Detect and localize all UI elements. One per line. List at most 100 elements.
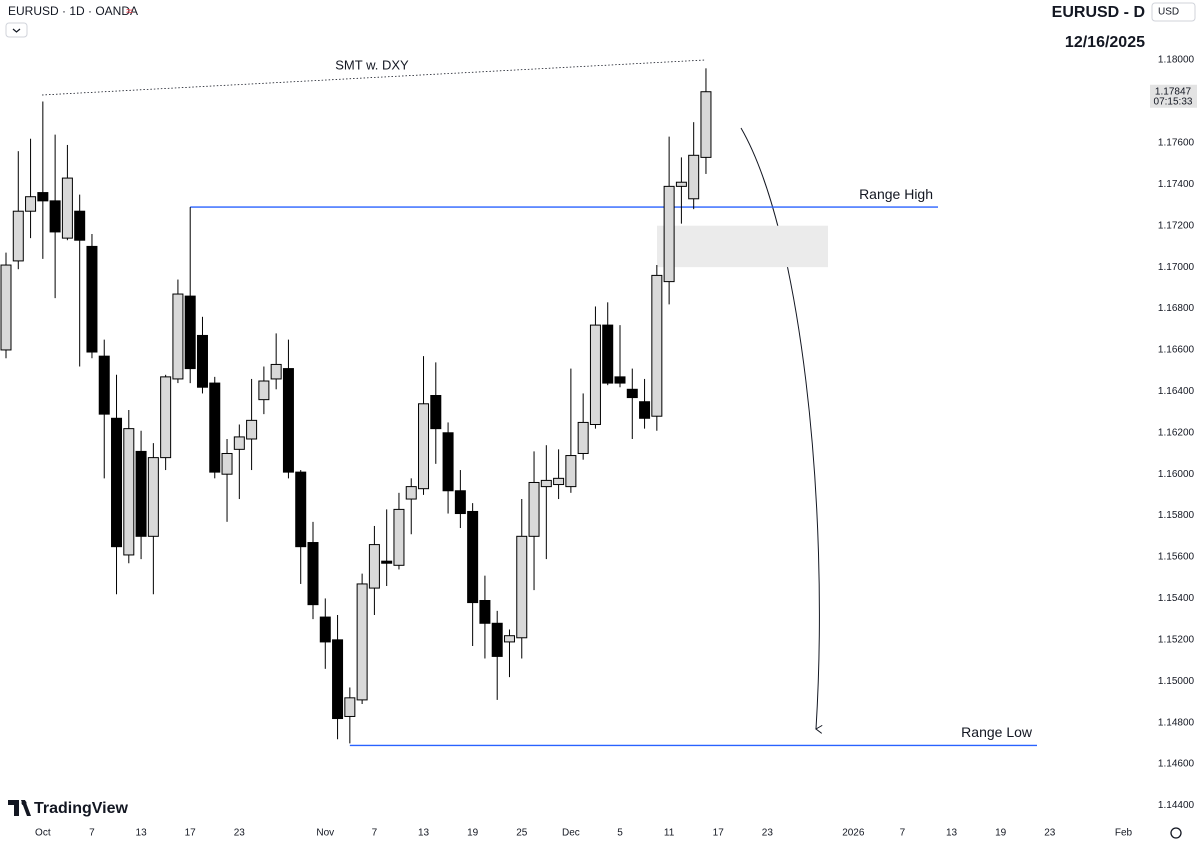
annotation-label: Range High — [859, 186, 933, 202]
collapse-button[interactable] — [5, 22, 28, 38]
brand-name: TradingView — [34, 800, 129, 817]
x-tick-label: Feb — [1115, 828, 1133, 839]
y-tick-label: 1.14800 — [1158, 717, 1195, 728]
x-tick-label: 23 — [1044, 828, 1056, 839]
candle-body — [0, 264, 12, 351]
x-tick-label: 19 — [467, 828, 479, 839]
candle-body — [442, 432, 454, 492]
x-tick-label: 7 — [89, 828, 95, 839]
candle-body — [356, 583, 368, 701]
candle-body — [675, 181, 687, 187]
candle-body — [700, 91, 712, 158]
x-tick-label: 11 — [664, 828, 675, 839]
candle-body — [540, 479, 552, 488]
currency-button[interactable] — [1151, 2, 1196, 22]
candle-body — [307, 542, 319, 606]
candle-body — [209, 382, 221, 473]
x-tick-label: 13 — [136, 828, 148, 839]
annotation-label: SMT w. DXY — [335, 57, 409, 72]
candle-body — [393, 508, 405, 566]
x-tick-label: 19 — [995, 828, 1007, 839]
candle-body — [319, 616, 331, 643]
x-tick-label: Oct — [35, 828, 51, 839]
candle-body — [430, 395, 442, 430]
candle-body — [74, 210, 86, 241]
projection-arrow — [740, 127, 823, 734]
candle-body — [602, 324, 614, 384]
candle-body — [233, 436, 245, 450]
y-tick-label: 1.15600 — [1158, 552, 1195, 563]
candle-body — [479, 600, 491, 624]
candle-body — [221, 452, 233, 475]
y-tick-label: 1.16400 — [1158, 386, 1195, 397]
candle-body — [246, 419, 258, 440]
candle-body — [12, 210, 24, 262]
candle-body — [61, 177, 73, 239]
x-tick-label: 25 — [516, 828, 528, 839]
x-tick-label: 23 — [762, 828, 774, 839]
y-tick-label: 1.17200 — [1158, 220, 1195, 231]
candle-body — [589, 324, 601, 425]
y-tick-label: 1.16600 — [1158, 345, 1195, 356]
candle-body — [516, 535, 528, 639]
candle-body — [344, 697, 356, 717]
y-tick-label: 1.15400 — [1158, 593, 1195, 604]
y-tick-label: 1.18000 — [1158, 55, 1195, 66]
y-tick-label: 1.17600 — [1158, 138, 1195, 149]
chart-subtitle: 12/16/2025 — [1065, 34, 1145, 51]
candle-body — [111, 417, 123, 548]
x-tick-label: 2026 — [842, 828, 865, 839]
symbol-label: EURUSD · 1D · OANDA — [8, 4, 138, 18]
y-tick-label: 1.14600 — [1158, 759, 1195, 770]
candle-body — [467, 510, 479, 604]
x-tick-label: 7 — [900, 828, 906, 839]
y-tick-label: 1.14400 — [1158, 800, 1195, 811]
candle-body — [565, 455, 577, 488]
candle-body — [98, 355, 110, 415]
candle-body — [49, 200, 61, 233]
x-tick-label: 17 — [713, 828, 725, 839]
candle-body — [528, 481, 540, 537]
candle-body — [626, 388, 638, 399]
feed-icon: ≈ — [126, 4, 133, 18]
candle-body — [258, 380, 270, 401]
liquidity-zone — [657, 225, 828, 268]
candle-body — [491, 622, 503, 657]
candle-body — [270, 363, 282, 380]
x-tick-label: 23 — [234, 828, 246, 839]
brand-logo — [8, 800, 31, 816]
candle-body — [172, 293, 184, 380]
candle-body — [381, 560, 393, 564]
candle-body — [123, 428, 135, 556]
plot: 1.14400 1.14600 1.14800 1.15000 1.15200 1.154… — [0, 55, 1197, 839]
candle-body — [639, 401, 651, 419]
settings-button[interactable] — [1170, 827, 1182, 839]
x-tick-label: 13 — [418, 828, 430, 839]
candle-body — [553, 477, 565, 486]
candle-body — [368, 544, 380, 589]
last-price-tag — [1150, 84, 1197, 108]
x-tick-label: 7 — [372, 828, 378, 839]
candle-body — [135, 450, 147, 537]
candle-body — [418, 403, 430, 490]
y-tick-label: 1.17000 — [1158, 262, 1195, 273]
candle-body — [577, 421, 589, 454]
y-tick-label: 1.16000 — [1158, 469, 1195, 480]
candle-body — [651, 274, 663, 417]
candle-body — [295, 471, 307, 548]
x-tick-label: Dec — [562, 828, 580, 839]
x-tick-label: 5 — [617, 828, 623, 839]
candle-body — [184, 295, 196, 370]
y-tick-label: 1.15800 — [1158, 510, 1195, 521]
currency-label: USD — [1158, 7, 1179, 18]
countdown-label: 07:15:33 — [1154, 96, 1193, 107]
y-tick-label: 1.16800 — [1158, 303, 1195, 314]
candle-body — [282, 368, 294, 473]
candle-body — [614, 376, 626, 384]
annotation-label: Range Low — [961, 724, 1033, 740]
brand-logo-dot — [21, 800, 27, 806]
x-tick-label: Nov — [316, 828, 334, 839]
x-tick-label: 17 — [185, 828, 197, 839]
